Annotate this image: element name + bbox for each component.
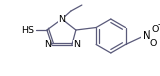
Text: N: N bbox=[73, 41, 80, 49]
Text: -: - bbox=[157, 21, 160, 29]
Text: O: O bbox=[151, 25, 158, 34]
Text: O: O bbox=[149, 40, 156, 48]
Text: N: N bbox=[143, 31, 151, 41]
Text: N: N bbox=[44, 41, 51, 49]
Text: N: N bbox=[58, 15, 65, 24]
Text: HS: HS bbox=[21, 26, 34, 35]
Text: +: + bbox=[147, 28, 152, 34]
